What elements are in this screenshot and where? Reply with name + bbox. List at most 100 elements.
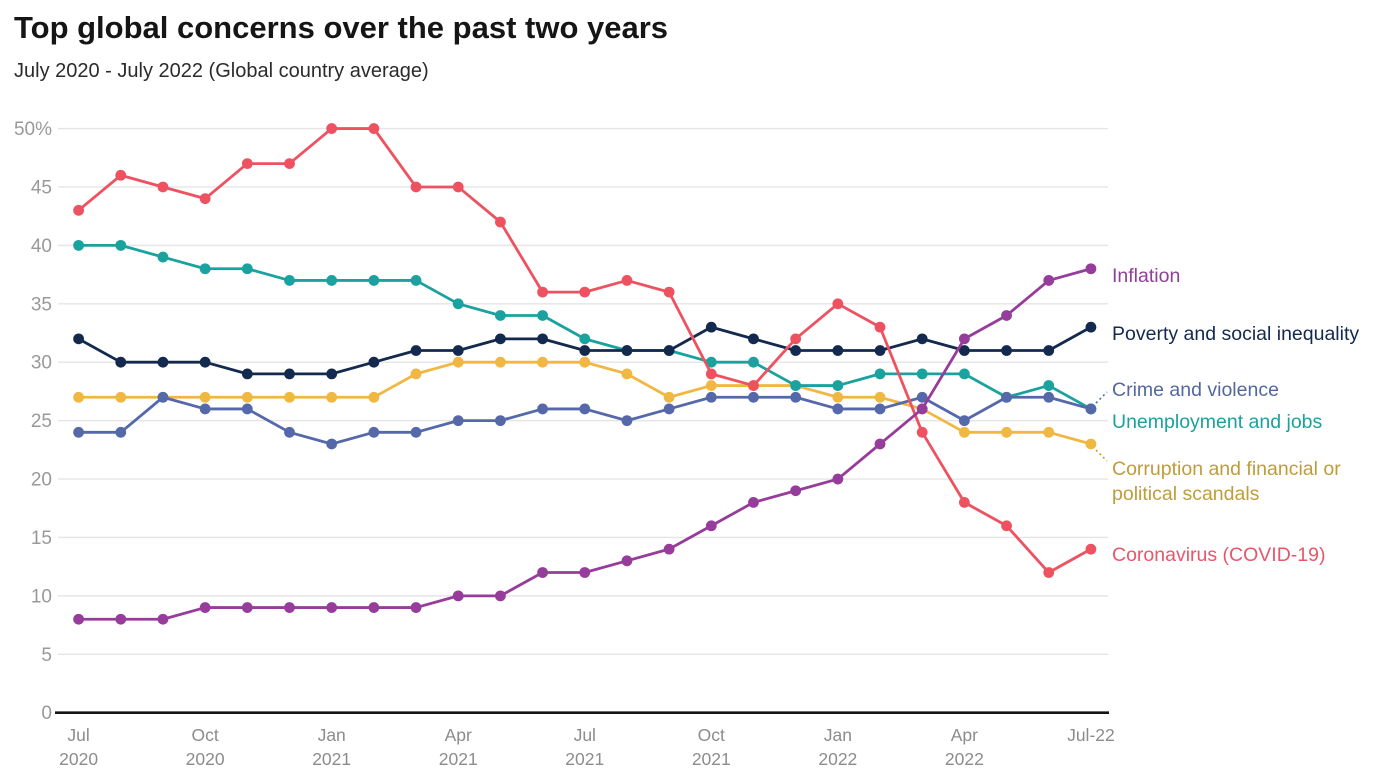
data-point-inflation bbox=[157, 613, 169, 625]
data-point-coronavirus bbox=[1043, 567, 1055, 578]
y-axis-label-15: 15 bbox=[31, 528, 52, 549]
data-point-unemployment bbox=[579, 333, 591, 345]
data-point-corruption bbox=[621, 368, 633, 380]
data-point-poverty bbox=[663, 345, 675, 356]
x-axis-label-year: 2021 bbox=[439, 749, 478, 769]
data-point-inflation bbox=[368, 602, 380, 613]
data-point-coronavirus bbox=[1001, 520, 1012, 532]
data-point-poverty bbox=[495, 333, 506, 345]
data-point-corruption bbox=[958, 426, 970, 438]
data-point-inflation bbox=[663, 543, 675, 555]
data-point-crime bbox=[157, 391, 169, 403]
data-point-poverty bbox=[874, 345, 886, 356]
data-point-poverty bbox=[790, 345, 802, 356]
series-label-unemployment: Unemployment and jobs bbox=[1112, 411, 1323, 433]
data-point-crime bbox=[410, 426, 422, 438]
data-point-coronavirus bbox=[790, 333, 802, 345]
data-point-crime bbox=[874, 403, 886, 415]
data-point-unemployment bbox=[410, 275, 422, 286]
data-point-poverty bbox=[368, 356, 380, 368]
data-point-unemployment bbox=[1043, 380, 1055, 391]
x-axis-label-year: 2021 bbox=[312, 749, 351, 769]
data-point-corruption bbox=[199, 391, 211, 403]
data-point-crime bbox=[368, 426, 380, 438]
data-point-corruption bbox=[579, 356, 591, 368]
data-point-crime bbox=[832, 403, 844, 415]
label-leader-crime bbox=[1095, 391, 1108, 404]
data-point-inflation bbox=[748, 497, 759, 508]
y-axis-label-50: 50% bbox=[14, 119, 52, 140]
chart-subtitle: July 2020 - July 2022 (Global country av… bbox=[14, 60, 429, 82]
data-point-coronavirus bbox=[916, 426, 928, 438]
data-point-crime bbox=[284, 426, 295, 438]
y-axis-label-40: 40 bbox=[31, 236, 52, 257]
data-point-unemployment bbox=[748, 356, 759, 368]
data-point-corruption bbox=[241, 391, 253, 403]
data-point-poverty bbox=[326, 368, 338, 380]
data-point-unemployment bbox=[115, 239, 127, 251]
series-label-coronavirus: Coronavirus (COVID-19) bbox=[1112, 544, 1325, 566]
x-axis-label: Oct bbox=[698, 725, 725, 745]
data-point-coronavirus bbox=[874, 321, 886, 333]
data-point-inflation bbox=[241, 602, 253, 613]
chart-header: Top global concerns over the past two ye… bbox=[14, 10, 1214, 83]
series-label-corruption: political scandals bbox=[1112, 483, 1260, 505]
data-point-coronavirus bbox=[199, 193, 211, 205]
data-point-corruption bbox=[368, 391, 380, 403]
data-point-unemployment bbox=[157, 251, 169, 263]
data-point-unemployment bbox=[958, 368, 970, 380]
data-point-poverty bbox=[115, 356, 127, 368]
data-point-crime bbox=[495, 415, 506, 427]
data-point-crime bbox=[705, 391, 717, 403]
data-point-coronavirus bbox=[241, 158, 253, 169]
series-line-inflation bbox=[77, 267, 1093, 621]
data-point-inflation bbox=[537, 567, 548, 578]
data-point-inflation bbox=[73, 613, 84, 625]
data-point-inflation bbox=[790, 485, 802, 497]
data-point-inflation bbox=[326, 602, 338, 613]
data-point-corruption bbox=[495, 356, 506, 368]
data-point-crime bbox=[621, 415, 633, 427]
data-point-coronavirus bbox=[663, 286, 675, 298]
data-point-coronavirus bbox=[832, 298, 844, 310]
data-point-corruption bbox=[115, 391, 127, 403]
data-point-inflation bbox=[874, 438, 886, 450]
data-point-crime bbox=[579, 403, 591, 415]
series-label-inflation: Inflation bbox=[1112, 265, 1180, 287]
data-point-inflation bbox=[1001, 310, 1012, 321]
data-point-coronavirus bbox=[115, 169, 127, 181]
data-point-poverty bbox=[748, 333, 759, 345]
data-point-corruption bbox=[452, 356, 464, 368]
data-point-corruption bbox=[663, 391, 675, 403]
series-label-crime: Crime and violence bbox=[1112, 379, 1279, 401]
data-point-unemployment bbox=[874, 368, 886, 380]
data-point-poverty bbox=[284, 368, 295, 380]
data-point-poverty bbox=[410, 345, 422, 356]
x-axis-label-year: 2021 bbox=[692, 749, 731, 769]
series-line-unemployment bbox=[77, 243, 1093, 411]
x-axis-label: Apr bbox=[445, 725, 472, 745]
data-point-poverty bbox=[452, 345, 464, 356]
data-point-unemployment bbox=[199, 263, 211, 275]
data-point-poverty bbox=[1043, 345, 1055, 356]
data-point-crime bbox=[452, 415, 464, 427]
data-point-poverty bbox=[916, 333, 928, 345]
data-point-inflation bbox=[284, 602, 295, 613]
data-point-corruption bbox=[73, 391, 84, 403]
data-point-coronavirus bbox=[368, 123, 380, 134]
x-axis-label-year: 2022 bbox=[818, 749, 857, 769]
data-point-inflation bbox=[621, 555, 633, 567]
data-point-unemployment bbox=[916, 368, 928, 380]
data-point-poverty bbox=[157, 356, 169, 368]
data-point-poverty bbox=[537, 333, 548, 345]
data-point-corruption bbox=[705, 380, 717, 391]
data-point-poverty bbox=[1001, 345, 1012, 356]
data-point-crime bbox=[199, 403, 211, 415]
data-point-coronavirus bbox=[621, 275, 633, 286]
x-axis-label-year: 2021 bbox=[565, 749, 604, 769]
data-point-inflation bbox=[1085, 263, 1097, 275]
data-point-corruption bbox=[284, 391, 295, 403]
data-point-poverty bbox=[73, 333, 84, 345]
